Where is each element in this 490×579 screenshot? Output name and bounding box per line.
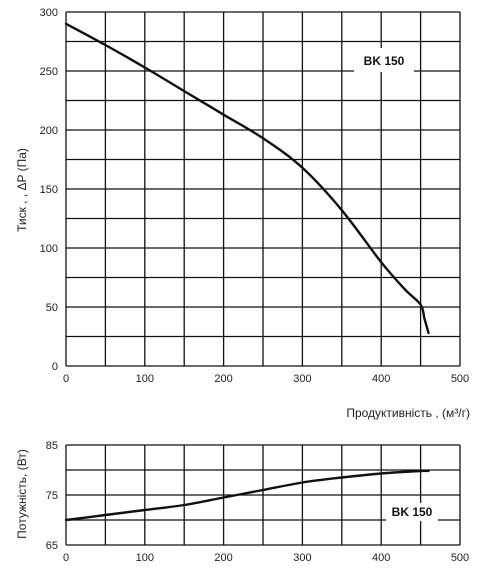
power-y-axis-label: Потужність, (Вт) [15,449,29,539]
x-tick-label: 100 [136,552,154,564]
pressure-x-axis-label: Продуктивність , (м³/г) [346,406,470,420]
x-tick-label: 500 [451,552,469,564]
x-tick-label: 300 [293,552,311,564]
pressure-series-tag: BK 150 [354,48,414,72]
pressure-y-axis-label: Тиск , , ΔP (Па) [15,148,29,232]
x-tick-label: 0 [63,552,69,564]
y-tick-label: 0 [52,361,58,373]
y-tick-label: 250 [40,66,58,78]
x-tick-label: 400 [372,373,390,385]
pressure-curve [64,22,430,335]
power-series-tag: BK 150 [386,503,438,521]
y-tick-label: 200 [40,125,58,137]
y-tick-label: 50 [46,302,58,314]
x-tick-label: 500 [451,373,469,385]
power-x-ticks: 0 100 200 300 400 500 [63,552,469,564]
y-tick-label: 75 [46,490,58,502]
y-tick-label: 300 [40,7,58,19]
x-tick-label: 0 [63,373,69,385]
power-curve [64,469,430,522]
x-tick-label: 100 [136,373,154,385]
pressure-y-ticks: 0 50 100 150 200 250 300 [40,7,58,373]
power-grid [65,444,461,546]
pressure-series-label: BK 150 [364,54,405,68]
y-tick-label: 100 [40,243,58,255]
x-tick-label: 200 [214,373,232,385]
y-tick-label: 150 [40,184,58,196]
power-series-label: BK 150 [392,505,433,519]
power-y-ticks: 65 75 85 [46,440,58,552]
pressure-chart: 0 50 100 150 200 250 300 0 100 200 300 400 500 BK 1… [15,7,470,420]
pressure-x-ticks: 0 100 200 300 400 500 [63,373,469,385]
x-tick-label: 400 [372,552,390,564]
x-tick-label: 200 [214,552,232,564]
x-tick-label: 300 [293,373,311,385]
power-chart: 65 75 85 0 100 200 300 400 500 BK 150 Потужніст… [15,440,469,564]
y-tick-label: 65 [46,540,58,552]
y-tick-label: 85 [46,440,58,452]
